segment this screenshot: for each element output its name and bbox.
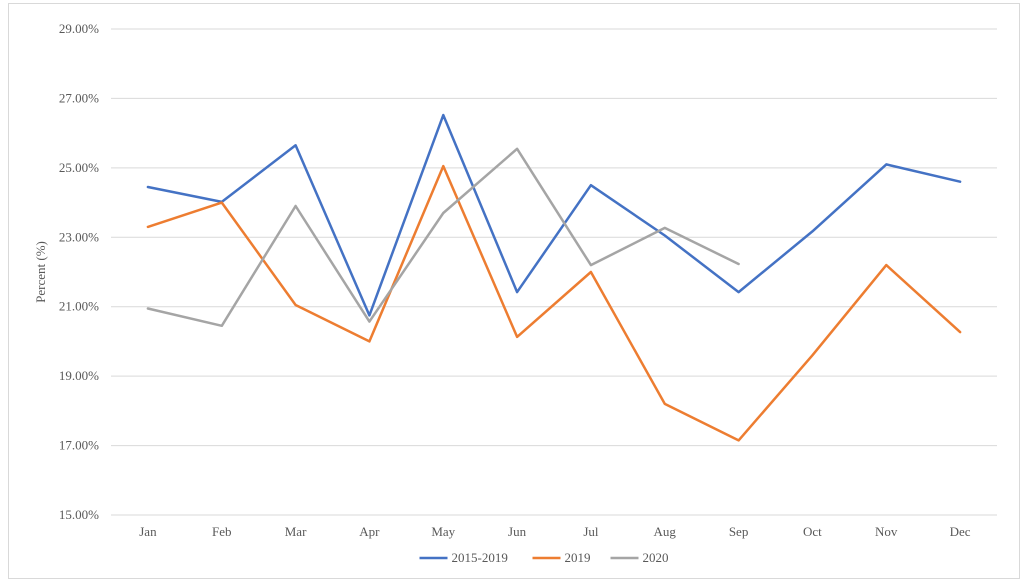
chart-frame: 15.00% 17.00% 19.00% 21.00% 23.00% 25.00% 27.0…	[8, 3, 1020, 579]
legend-item: 2015-2019	[419, 550, 508, 565]
x-tick-label: May	[431, 524, 455, 539]
x-tick-label: Apr	[359, 524, 380, 539]
series-lines	[146, 113, 962, 442]
y-tick-label: 17.00%	[59, 438, 99, 453]
legend-item: 2020	[610, 550, 669, 565]
line-chart: 15.00% 17.00% 19.00% 21.00% 23.00% 25.00% 27.0…	[33, 21, 997, 565]
y-tick-label: 27.00%	[59, 90, 99, 105]
x-tick-label: Mar	[285, 524, 307, 539]
legend-item: 2019	[532, 550, 591, 565]
x-axis-ticks: Jan Feb Mar Apr May Jun Jul Aug Sep Oct Nov Dec	[139, 524, 971, 539]
y-tick-label: 15.00%	[59, 507, 99, 522]
series-line-2019	[146, 164, 962, 442]
legend-label: 2020	[643, 550, 669, 565]
y-tick-label: 21.00%	[59, 299, 99, 314]
x-tick-label: Nov	[875, 524, 898, 539]
series-line-2015-2019	[146, 113, 962, 317]
series-line-2020	[146, 147, 740, 328]
legend-label: 2015-2019	[452, 550, 508, 565]
x-tick-label: Feb	[212, 524, 232, 539]
y-tick-label: 29.00%	[59, 21, 99, 36]
x-tick-label: Jun	[508, 524, 527, 539]
y-axis-title: Percent (%)	[33, 241, 48, 303]
x-tick-label: Aug	[654, 524, 677, 539]
gridlines	[111, 28, 997, 516]
y-tick-label: 23.00%	[59, 229, 99, 244]
y-axis-ticks: 15.00% 17.00% 19.00% 21.00% 23.00% 25.00% 27.0…	[59, 21, 99, 522]
y-tick-label: 25.00%	[59, 160, 99, 175]
legend: 2015-2019 2019 2020	[419, 550, 669, 565]
x-tick-label: Jan	[139, 524, 157, 539]
x-tick-label: Dec	[950, 524, 971, 539]
x-tick-label: Jul	[583, 524, 599, 539]
x-tick-label: Sep	[729, 524, 749, 539]
x-tick-label: Oct	[803, 524, 822, 539]
y-tick-label: 19.00%	[59, 368, 99, 383]
legend-label: 2019	[565, 550, 591, 565]
